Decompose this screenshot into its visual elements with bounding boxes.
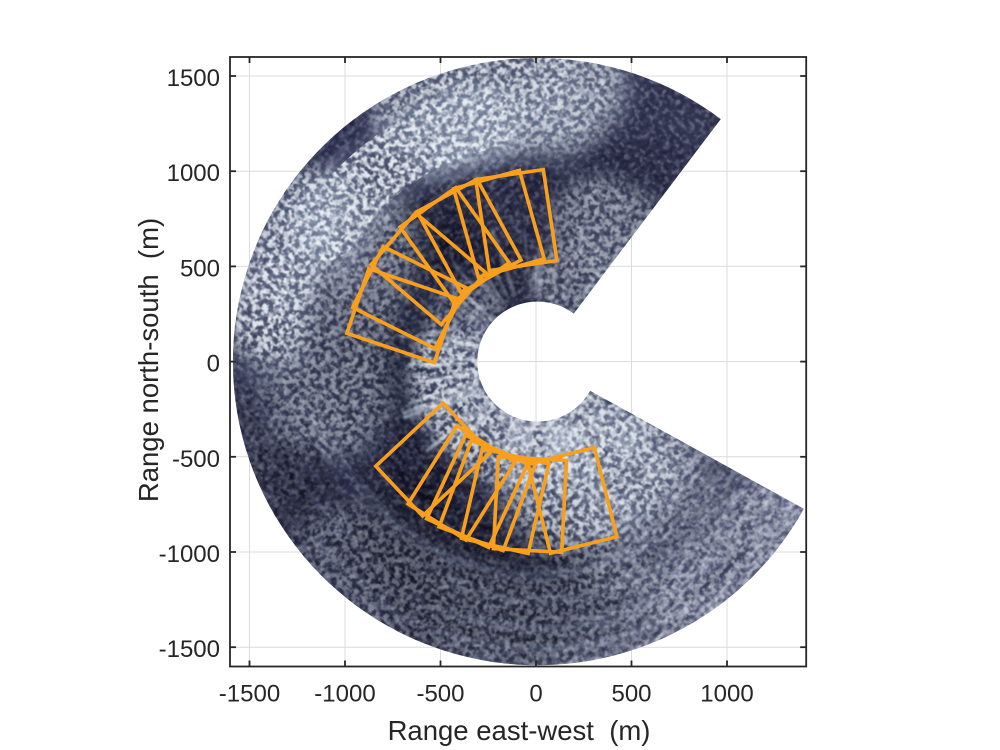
svg-text:500: 500 (611, 681, 651, 708)
svg-text:Range east-west (m): Range east-west (m) (388, 715, 651, 746)
svg-text:500: 500 (180, 255, 220, 282)
svg-text:1500: 1500 (167, 65, 220, 92)
svg-text:-500: -500 (416, 681, 464, 708)
svg-text:0: 0 (529, 681, 542, 708)
svg-text:-1500: -1500 (159, 636, 220, 663)
svg-text:Range north-south (m): Range north-south (m) (133, 218, 164, 502)
svg-text:0: 0 (207, 351, 220, 378)
svg-text:-1500: -1500 (219, 681, 280, 708)
svg-text:1000: 1000 (167, 160, 220, 187)
svg-text:-1000: -1000 (159, 541, 220, 568)
svg-text:-1000: -1000 (314, 681, 375, 708)
svg-text:-500: -500 (172, 446, 220, 473)
svg-text:1000: 1000 (700, 681, 753, 708)
